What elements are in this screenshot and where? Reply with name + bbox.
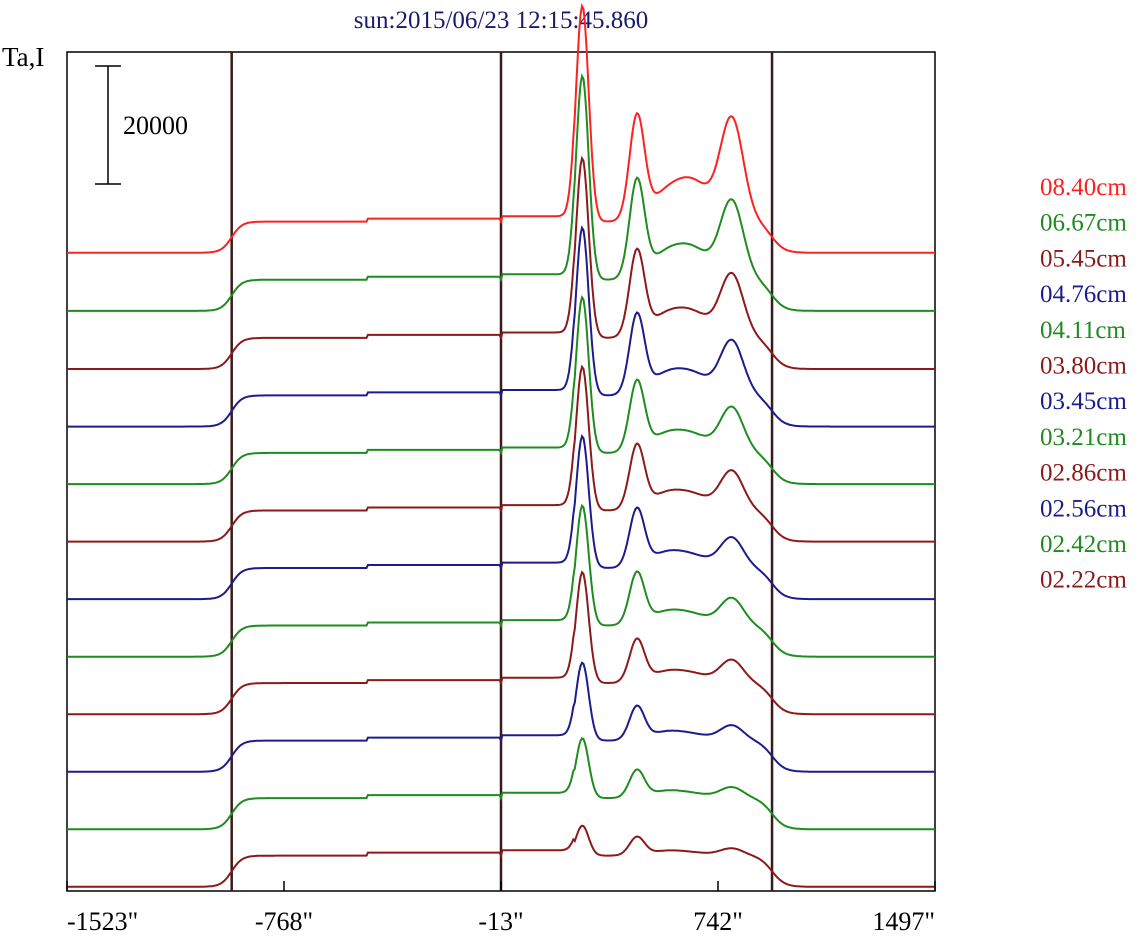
x-tick-label: -768" [255,907,313,936]
legend-entry: 02.22cm [1040,567,1127,594]
series-line-08.40cm [67,2,935,254]
chart-title: sun:2015/06/23 12:15:45.860 [354,7,648,34]
series-line-05.45cm [67,155,935,370]
legend-entry: 02.56cm [1040,495,1127,522]
series-line-04.76cm [67,225,935,428]
scale-bar-label: 20000 [123,111,188,140]
x-tick-label: 1497" [872,907,935,936]
legend-entry: 03.21cm [1040,424,1127,451]
series-line-02.56cm [67,661,935,773]
legend-entry: 04.76cm [1040,281,1127,308]
legend-entry: 08.40cm [1040,174,1127,201]
legend-entry: 05.45cm [1040,245,1127,272]
series-line-02.22cm [67,824,935,888]
y-axis-label: Ta,I [2,42,44,72]
series-line-03.21cm [67,503,935,658]
legend-entry: 04.11cm [1040,317,1126,344]
legend-entry: 02.86cm [1040,460,1127,487]
series-line-02.42cm [67,736,935,831]
x-tick-label: 742" [693,907,743,936]
x-tick-label: -13" [478,907,523,936]
x-tick-label: -1523" [67,907,138,936]
series-line-03.45cm [67,434,935,601]
legend-entry: 06.67cm [1040,210,1127,237]
series-line-06.67cm [67,73,935,312]
legend-entry: 03.45cm [1040,388,1127,415]
series-line-02.86cm [67,570,935,716]
scale-bar: 20000 [95,65,188,185]
series-line-04.11cm [67,294,935,486]
series-line-03.80cm [67,364,935,543]
legend-entry: 02.42cm [1040,531,1127,558]
legend-entry: 03.80cm [1040,353,1127,380]
